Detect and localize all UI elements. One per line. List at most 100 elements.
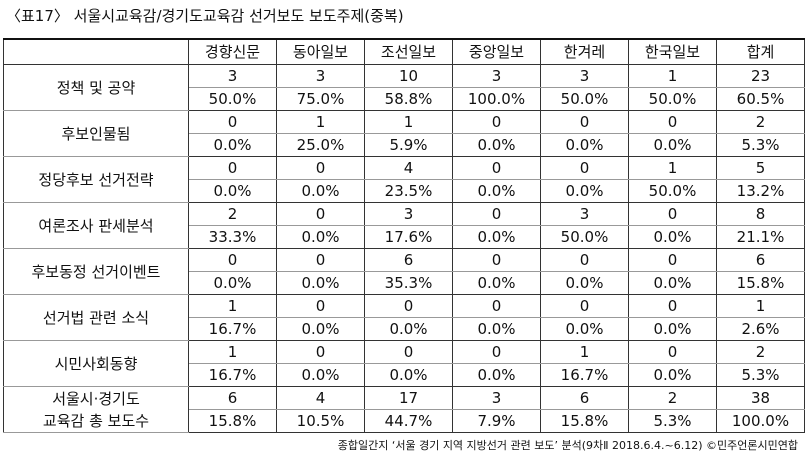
count-cell: 3 — [540, 64, 629, 88]
count-cell: 0 — [452, 110, 541, 134]
percent-cell: 100.0% — [716, 409, 805, 433]
count-cell: 5 — [716, 156, 805, 180]
percent-cell: 44.7% — [364, 409, 453, 433]
count-cell: 3 — [452, 64, 541, 88]
percent-cell: 17.6% — [364, 225, 453, 249]
percent-cell: 50.0% — [540, 87, 629, 111]
percent-cell: 50.0% — [628, 87, 717, 111]
percent-cell: 0.0% — [540, 271, 629, 295]
column-header: 한국일보 — [628, 38, 717, 65]
percent-cell: 50.0% — [188, 87, 277, 111]
percent-cell: 16.7% — [188, 317, 277, 341]
column-header: 합계 — [716, 38, 805, 65]
count-cell: 0 — [540, 156, 629, 180]
count-cell: 1 — [188, 340, 277, 364]
count-cell: 0 — [628, 294, 717, 318]
row-label: 여론조사 판세분석 — [3, 202, 189, 249]
percent-cell: 0.0% — [452, 271, 541, 295]
percent-cell: 0.0% — [628, 225, 717, 249]
count-cell: 1 — [364, 110, 453, 134]
count-cell: 4 — [364, 156, 453, 180]
count-cell: 0 — [452, 202, 541, 226]
count-cell: 0 — [628, 202, 717, 226]
percent-cell: 21.1% — [716, 225, 805, 249]
row-label-line: 여론조사 판세분석 — [38, 216, 154, 235]
count-cell: 0 — [628, 340, 717, 364]
row-label-line: 정당후보 선거전략 — [38, 170, 154, 189]
count-cell: 23 — [716, 64, 805, 88]
percent-cell: 0.0% — [628, 317, 717, 341]
row-label: 정책 및 공약 — [3, 64, 189, 111]
percent-row: 0.0% 0.0% 23.5% 0.0% 0.0% 50.0% 13.2% — [4, 179, 805, 203]
percent-cell: 0.0% — [276, 225, 365, 249]
count-cell: 0 — [276, 340, 365, 364]
count-row: 정당후보 선거전략 0 0 4 0 0 1 5 — [3, 156, 805, 203]
count-cell: 1 — [188, 294, 277, 318]
percent-cell: 0.0% — [540, 179, 629, 203]
count-cell: 38 — [716, 386, 805, 410]
count-cell: 1 — [276, 110, 365, 134]
count-cell: 1 — [628, 156, 717, 180]
count-cell: 0 — [188, 156, 277, 180]
count-cell: 0 — [628, 110, 717, 134]
percent-cell: 100.0% — [452, 87, 541, 111]
count-cell: 6 — [188, 386, 277, 410]
percent-row: 16.7% 0.0% 0.0% 0.0% 0.0% 0.0% 2.6% — [4, 317, 805, 341]
percent-cell: 15.8% — [188, 409, 277, 433]
percent-cell: 7.9% — [452, 409, 541, 433]
percent-cell: 50.0% — [540, 225, 629, 249]
row-label: 시민사회동향 — [3, 340, 189, 387]
row-label-line: 정책 및 공약 — [56, 78, 136, 97]
row-label-line: 후보인물됨 — [61, 124, 131, 143]
title: 〈표17〉 서울시교육감/경기도교육감 선거보도 보도주제(중복) — [6, 7, 404, 25]
percent-cell: 0.0% — [276, 271, 365, 295]
count-row: 후보인물됨 0 1 1 0 0 0 2 — [3, 110, 805, 157]
percent-cell: 25.0% — [276, 133, 365, 157]
percent-cell: 0.0% — [628, 133, 717, 157]
percent-cell: 2.6% — [716, 317, 805, 341]
count-cell: 6 — [540, 386, 629, 410]
count-cell: 3 — [452, 386, 541, 410]
count-cell: 3 — [276, 64, 365, 88]
row-label: 후보인물됨 — [3, 110, 189, 157]
count-cell: 0 — [188, 110, 277, 134]
percent-cell: 15.8% — [716, 271, 805, 295]
count-cell: 0 — [364, 340, 453, 364]
count-cell: 0 — [276, 202, 365, 226]
count-cell: 17 — [364, 386, 453, 410]
percent-cell: 60.5% — [716, 87, 805, 111]
row-label-line: 서울시·경기도 — [52, 389, 140, 408]
percent-cell: 33.3% — [188, 225, 277, 249]
count-cell: 3 — [540, 202, 629, 226]
row-label-line: 선거법 관련 소식 — [42, 308, 150, 327]
column-header: 조선일보 — [364, 38, 453, 65]
count-row: 후보동정 선거이벤트 0 0 6 0 0 0 6 — [3, 248, 805, 295]
count-cell: 10 — [364, 64, 453, 88]
count-cell: 1 — [716, 294, 805, 318]
count-cell: 0 — [276, 248, 365, 272]
percent-cell: 0.0% — [188, 271, 277, 295]
count-cell: 0 — [276, 294, 365, 318]
corner-cell — [3, 38, 189, 65]
percent-cell: 0.0% — [276, 363, 365, 387]
percent-cell: 5.3% — [628, 409, 717, 433]
row-label-line: 시민사회동향 — [54, 354, 138, 373]
percent-cell: 0.0% — [540, 317, 629, 341]
count-cell: 8 — [716, 202, 805, 226]
count-row: 시민사회동향 1 0 0 0 1 0 2 — [3, 340, 805, 387]
row-label: 정당후보 선거전략 — [3, 156, 189, 203]
count-cell: 0 — [540, 110, 629, 134]
percent-cell: 15.8% — [540, 409, 629, 433]
percent-row: 15.8% 10.5% 44.7% 7.9% 15.8% 5.3% 100.0% — [4, 409, 805, 433]
count-cell: 3 — [188, 64, 277, 88]
column-header: 경향신문 — [188, 38, 277, 65]
percent-cell: 0.0% — [188, 179, 277, 203]
percent-cell: 0.0% — [452, 225, 541, 249]
count-cell: 0 — [540, 294, 629, 318]
header-row: 경향신문 동아일보 조선일보 중앙일보 한겨레 한국일보 합계 — [3, 38, 805, 65]
count-row: 여론조사 판세분석 2 0 3 0 3 0 8 — [3, 202, 805, 249]
row-label: 선거법 관련 소식 — [3, 294, 189, 341]
percent-cell: 0.0% — [452, 179, 541, 203]
count-row: 서울시·경기도 교육감 총 보도수 6 4 17 3 6 2 38 — [3, 386, 805, 433]
